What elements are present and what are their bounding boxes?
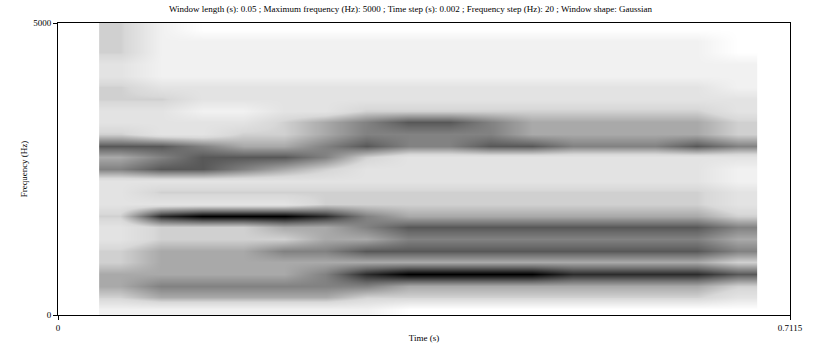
svg-text:5000: 5000 (33, 18, 52, 28)
svg-text:0.7115: 0.7115 (778, 323, 803, 333)
svg-text:0: 0 (47, 310, 52, 320)
svg-text:Frequency (Hz): Frequency (Hz) (19, 141, 29, 198)
svg-text:Window length (s): 0.05 ; Maxi: Window length (s): 0.05 ; Maximum freque… (169, 4, 653, 14)
svg-text:Time (s): Time (s) (409, 333, 439, 343)
svg-text:0: 0 (56, 323, 61, 333)
